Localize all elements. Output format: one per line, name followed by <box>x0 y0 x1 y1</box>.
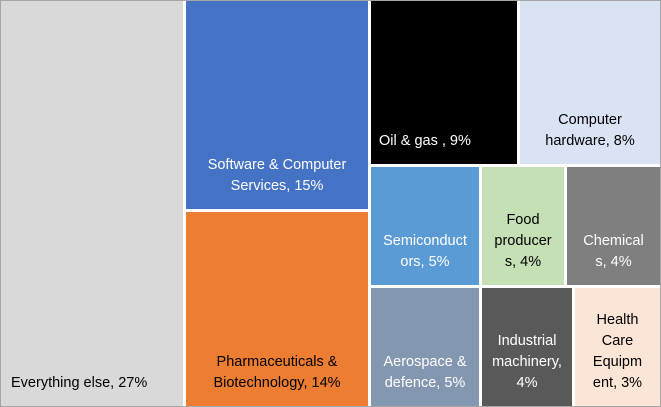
tile-label: Everything else, 27% <box>11 375 148 391</box>
treemap-tile: Everything else, 27% <box>1 1 183 406</box>
treemap-tile: Oil & gas , 9% <box>371 1 517 164</box>
tile-label: Semiconduct ors, 5% <box>383 233 467 270</box>
treemap-tile: Aerospace & defence, 5% <box>371 288 479 406</box>
treemap-tile: Health Care Equipm ent, 3% <box>575 288 660 406</box>
tile-label: Aerospace & defence, 5% <box>383 354 467 391</box>
treemap-tile: Pharmaceuticals & Biotechnology, 14% <box>186 212 368 406</box>
tile-label: Chemical s, 4% <box>583 233 644 270</box>
tile-label: Pharmaceuticals & Biotechnology, 14% <box>213 354 341 391</box>
treemap-tile: Industrial machinery, 4% <box>482 288 572 406</box>
tile-label: Software & Computer Services, 15% <box>207 157 347 194</box>
treemap-tile: Semiconduct ors, 5% <box>371 167 479 285</box>
tile-label: Computer hardware, 8% <box>545 112 635 149</box>
treemap-tile: Computer hardware, 8% <box>520 1 660 164</box>
tile-label: Food producer s, 4% <box>494 212 552 270</box>
treemap-tile: Food producer s, 4% <box>482 167 564 285</box>
treemap-tile: Software & Computer Services, 15% <box>186 1 368 209</box>
tile-label: Oil & gas , 9% <box>379 133 471 149</box>
tile-label: Industrial machinery, 4% <box>492 333 562 391</box>
tile-label: Health Care Equipm ent, 3% <box>592 312 643 391</box>
treemap-tile: Chemical s, 4% <box>567 167 660 285</box>
